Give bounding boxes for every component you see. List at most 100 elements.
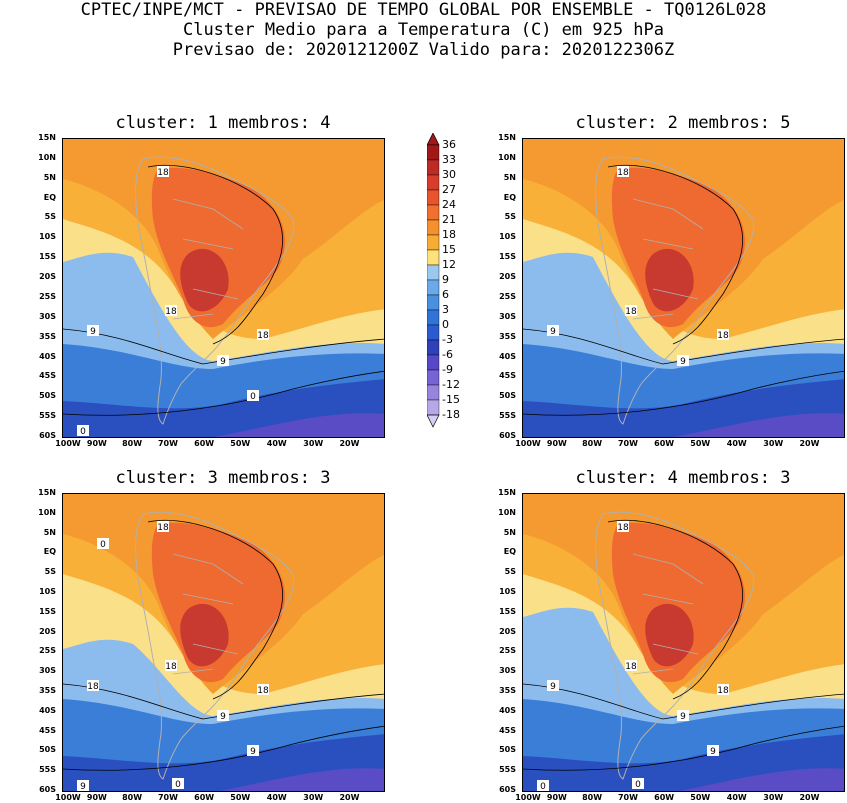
contour-line <box>523 328 844 365</box>
country-borders <box>632 553 704 675</box>
colorbar-swatch <box>426 144 440 161</box>
contour-label-box <box>87 325 99 336</box>
lon-tick-label: 60W <box>654 793 675 802</box>
colorbar-swatch <box>426 279 440 296</box>
lon-tick-label: 90W <box>546 439 567 448</box>
figure-header: CPTEC/INPE/MCT - PREVISAO DE TEMPO GLOBA… <box>0 0 847 60</box>
lat-tick-label: EQ <box>503 192 516 202</box>
lat-tick-label: 45S <box>499 371 516 381</box>
contour-label: 0 <box>175 780 181 790</box>
lat-tick-label: 50S <box>499 391 516 401</box>
contour-line <box>63 725 384 771</box>
lat-tick-label: 5N <box>503 172 516 182</box>
contour-label-box <box>77 425 89 436</box>
contour-label-box <box>617 166 629 177</box>
lon-tick-label: 90W <box>86 439 107 448</box>
contour-label: 9 <box>680 357 686 367</box>
lat-tick-label: 15N <box>498 488 516 497</box>
lon-tick-label: 30W <box>763 793 784 802</box>
lat-tick-label: 55S <box>39 411 56 421</box>
contour-line <box>63 683 384 720</box>
lon-tick-label: 70W <box>617 439 638 448</box>
colorbar-swatch <box>426 354 440 371</box>
colorbar-swatch <box>426 399 440 416</box>
contour-label: 18 <box>157 168 169 178</box>
contour-line <box>63 328 384 365</box>
contour-label-box <box>717 329 729 340</box>
colorbar-label: -15 <box>442 393 460 406</box>
lon-tick-label: 50W <box>230 793 251 802</box>
contour-label: 18 <box>617 523 629 533</box>
colorbar-label: 15 <box>442 243 456 256</box>
contour-label-box <box>632 778 644 789</box>
lat-tick-label: 40S <box>499 705 516 715</box>
colorbar-label: 30 <box>442 168 456 181</box>
panel-3-title: cluster: 3 membros: 3 <box>115 468 331 488</box>
lat-tick-label: 30S <box>499 311 516 321</box>
contour-label: 18 <box>165 662 177 672</box>
lat-tick-label: 60S <box>499 785 516 794</box>
colorbar-label: -9 <box>442 363 453 376</box>
lat-tick-label: 30S <box>39 311 56 321</box>
lat-tick-label: 15N <box>38 488 56 497</box>
lat-tick-label: 10N <box>498 152 516 162</box>
map-panel-3: 18 18 18 18 9 9 9 0 0 <box>62 493 385 792</box>
lat-axis-3: 15N 10N 5N EQ 5S 10S 15S 20S 25S 30S 35S 40S 45S 50S 5… <box>0 488 60 794</box>
lat-tick-label: EQ <box>43 547 56 557</box>
contour-label-box <box>547 325 559 336</box>
lon-tick-label: 50W <box>230 439 251 448</box>
lon-tick-label: 90W <box>86 793 107 802</box>
field-hot-core <box>180 248 229 312</box>
field-hot-core <box>180 603 229 667</box>
lon-tick-label: 30W <box>763 439 784 448</box>
contour-label: 18 <box>257 686 269 696</box>
lon-tick-label: 100W <box>515 793 541 802</box>
lat-axis-1: 15N 10N 5N EQ 5S 10S 15S 20S 25S 30S 35S 40S 45S 50S 5… <box>0 133 60 440</box>
lat-tick-label: 25S <box>39 291 56 301</box>
lon-tick-label: 100W <box>55 793 81 802</box>
lat-tick-label: 30S <box>499 666 516 676</box>
lat-tick-label: 35S <box>499 331 516 341</box>
map-panel-4: 18 18 18 9 9 9 0 0 <box>522 493 845 792</box>
colorbar-bottom-arrow <box>426 414 440 428</box>
lat-tick-label: 10S <box>499 587 516 596</box>
lon-tick-label: 80W <box>582 439 603 448</box>
colorbar-label: 12 <box>442 258 456 271</box>
colorbar-label: 18 <box>442 228 456 241</box>
lon-tick-label: 70W <box>157 793 178 802</box>
country-borders <box>172 198 244 320</box>
lat-tick-label: 5N <box>43 527 56 537</box>
lat-tick-label: 20S <box>499 626 516 636</box>
contour-label: 18 <box>625 662 637 672</box>
contour-label-box <box>717 684 729 695</box>
contour-label-box <box>677 355 689 366</box>
contour-label-box <box>707 745 719 756</box>
colorbar-swatch <box>426 339 440 356</box>
lon-tick-label: 20W <box>339 439 360 448</box>
colorbar: 36 33 30 27 24 21 18 15 12 9 6 3 0 -3 -6 -9 -12 -15 -18 <box>426 132 497 449</box>
lat-tick-label: EQ <box>43 192 56 202</box>
contour-label-box <box>537 780 549 791</box>
field-warm <box>611 167 745 328</box>
lon-tick-label: 20W <box>339 793 360 802</box>
lon-tick-label: 50W <box>690 439 711 448</box>
lon-tick-label: 70W <box>617 793 638 802</box>
lat-tick-label: 50S <box>499 745 516 755</box>
lat-tick-label: 30S <box>39 666 56 676</box>
lat-tick-label: 15N <box>498 133 516 142</box>
lat-tick-label: 10S <box>39 587 56 596</box>
panel-1-title: cluster: 1 membros: 4 <box>115 113 331 133</box>
lon-tick-label: 20W <box>799 793 820 802</box>
lat-tick-label: 45S <box>39 371 56 381</box>
contour-label: 9 <box>220 357 226 367</box>
contour-label-box <box>257 684 269 695</box>
lat-tick-label: 10N <box>38 152 56 162</box>
field-warm <box>611 522 745 683</box>
colorbar-swatch <box>426 324 440 341</box>
colorbar-swatch <box>426 294 440 311</box>
lat-tick-label: 5S <box>504 567 516 577</box>
lon-axis-1: 100W 90W 80W 70W 60W 50W 40W 30W 20W <box>55 439 385 451</box>
map-panel-1: 18 18 18 9 9 0 0 <box>62 138 385 438</box>
colorbar-swatch <box>426 384 440 401</box>
contour-line <box>607 519 743 700</box>
